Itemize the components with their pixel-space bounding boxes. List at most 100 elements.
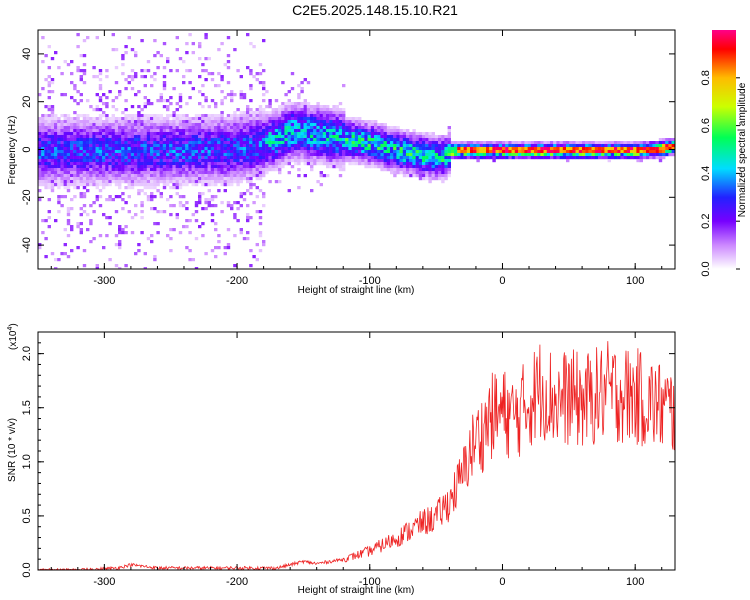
heatmap-cell bbox=[242, 117, 247, 121]
heatmap-cell bbox=[86, 36, 90, 40]
heatmap-cell bbox=[118, 93, 122, 97]
heatmap-cell bbox=[246, 114, 250, 118]
heatmap-cell bbox=[236, 120, 240, 124]
heatmap-cell bbox=[287, 132, 291, 136]
heatmap-cell bbox=[63, 150, 67, 154]
heatmap-cell bbox=[182, 147, 186, 151]
heatmap-cell bbox=[297, 168, 301, 172]
heatmap-cell bbox=[95, 174, 99, 178]
heatmap-cell bbox=[511, 141, 515, 145]
heatmap-cell bbox=[150, 114, 154, 118]
heatmap-cell bbox=[111, 159, 115, 163]
heatmap-cell bbox=[268, 114, 272, 118]
heatmap-cell bbox=[182, 75, 186, 79]
heatmap-cell bbox=[194, 132, 199, 136]
heatmap-cell bbox=[316, 150, 320, 154]
heatmap-cell bbox=[319, 183, 323, 187]
heatmap-cell bbox=[194, 204, 199, 208]
heatmap-cell bbox=[329, 114, 333, 118]
heatmap-cell bbox=[303, 138, 307, 142]
heatmap-cell bbox=[108, 120, 112, 124]
heatmap-cell bbox=[338, 108, 343, 112]
heatmap-cell bbox=[114, 81, 119, 85]
heatmap-cell bbox=[518, 144, 522, 148]
heatmap-cell bbox=[127, 132, 131, 136]
heatmap-cell bbox=[540, 147, 544, 151]
heatmap-cell bbox=[537, 147, 541, 151]
heatmap-cell bbox=[236, 69, 240, 73]
heatmap-cell bbox=[207, 159, 211, 163]
heatmap-cell bbox=[278, 168, 282, 172]
heatmap-cell bbox=[201, 192, 205, 196]
heatmap-cell bbox=[370, 150, 375, 154]
heatmap-cell bbox=[98, 144, 103, 148]
heatmap-cell bbox=[70, 96, 74, 100]
heatmap-cell bbox=[130, 159, 135, 163]
heatmap-cell bbox=[73, 129, 77, 133]
heatmap-cell bbox=[511, 144, 515, 148]
heatmap-cell bbox=[422, 162, 426, 166]
heatmap-cell bbox=[383, 156, 387, 160]
heatmap-cell bbox=[162, 168, 167, 172]
heatmap-cell bbox=[127, 144, 131, 148]
heatmap-cell bbox=[508, 144, 512, 148]
heatmap-cell bbox=[466, 150, 471, 154]
heatmap-cell bbox=[521, 156, 525, 160]
heatmap-cell bbox=[274, 135, 279, 139]
heatmap-cell bbox=[50, 138, 55, 142]
heatmap-cell bbox=[73, 162, 77, 166]
heatmap-cell bbox=[236, 183, 240, 187]
heatmap-cell bbox=[492, 144, 496, 148]
heatmap-cell bbox=[44, 168, 48, 172]
heatmap-cell bbox=[57, 123, 61, 127]
heatmap-cell bbox=[198, 162, 202, 166]
heatmap-cell bbox=[230, 156, 234, 160]
heatmap-cell bbox=[185, 153, 189, 157]
heatmap-cell bbox=[530, 141, 535, 145]
heatmap-cell bbox=[118, 117, 122, 121]
heatmap-cell bbox=[297, 129, 301, 133]
heatmap-cell bbox=[150, 147, 154, 151]
heatmap-cell bbox=[102, 162, 106, 166]
heatmap-cell bbox=[246, 189, 250, 193]
heatmap-cell bbox=[47, 120, 51, 124]
heatmap-cell bbox=[527, 156, 531, 160]
heatmap-cell bbox=[588, 141, 592, 145]
heatmap-cell bbox=[185, 219, 189, 223]
heatmap-cell bbox=[319, 111, 323, 115]
heatmap-cell bbox=[137, 150, 141, 154]
heatmap-cell bbox=[44, 171, 48, 175]
heatmap-cell bbox=[156, 171, 160, 175]
heatmap-cell bbox=[175, 108, 179, 112]
heatmap-cell bbox=[258, 168, 263, 172]
heatmap-cell bbox=[316, 123, 320, 127]
heatmap-cell bbox=[178, 156, 183, 160]
heatmap-cell bbox=[332, 162, 336, 166]
heatmap-cell bbox=[319, 120, 323, 124]
heatmap-cell bbox=[226, 120, 231, 124]
heatmap-cell bbox=[124, 186, 128, 190]
heatmap-cell bbox=[217, 246, 221, 250]
heatmap-cell bbox=[242, 147, 247, 151]
heatmap-cell bbox=[601, 153, 605, 157]
heatmap-cell bbox=[140, 108, 144, 112]
heatmap-cell bbox=[262, 99, 266, 103]
heatmap-cell bbox=[143, 117, 147, 121]
heatmap-cell bbox=[47, 96, 51, 100]
heatmap-cell bbox=[79, 144, 83, 148]
heatmap-cell bbox=[258, 105, 263, 109]
heatmap-cell bbox=[188, 123, 192, 127]
heatmap-cell bbox=[409, 138, 413, 142]
heatmap-cell bbox=[162, 150, 167, 154]
heatmap-cell bbox=[242, 168, 247, 172]
heatmap-cell bbox=[620, 144, 624, 148]
heatmap-cell bbox=[162, 135, 167, 139]
heatmap-cell bbox=[114, 210, 119, 214]
heatmap-cell bbox=[114, 195, 119, 199]
heatmap-cell bbox=[102, 174, 106, 178]
heatmap-cell bbox=[358, 153, 362, 157]
heatmap-cell bbox=[150, 120, 154, 124]
heatmap-cell bbox=[82, 120, 87, 124]
heatmap-cell bbox=[89, 141, 93, 145]
heatmap-cell bbox=[66, 255, 71, 259]
